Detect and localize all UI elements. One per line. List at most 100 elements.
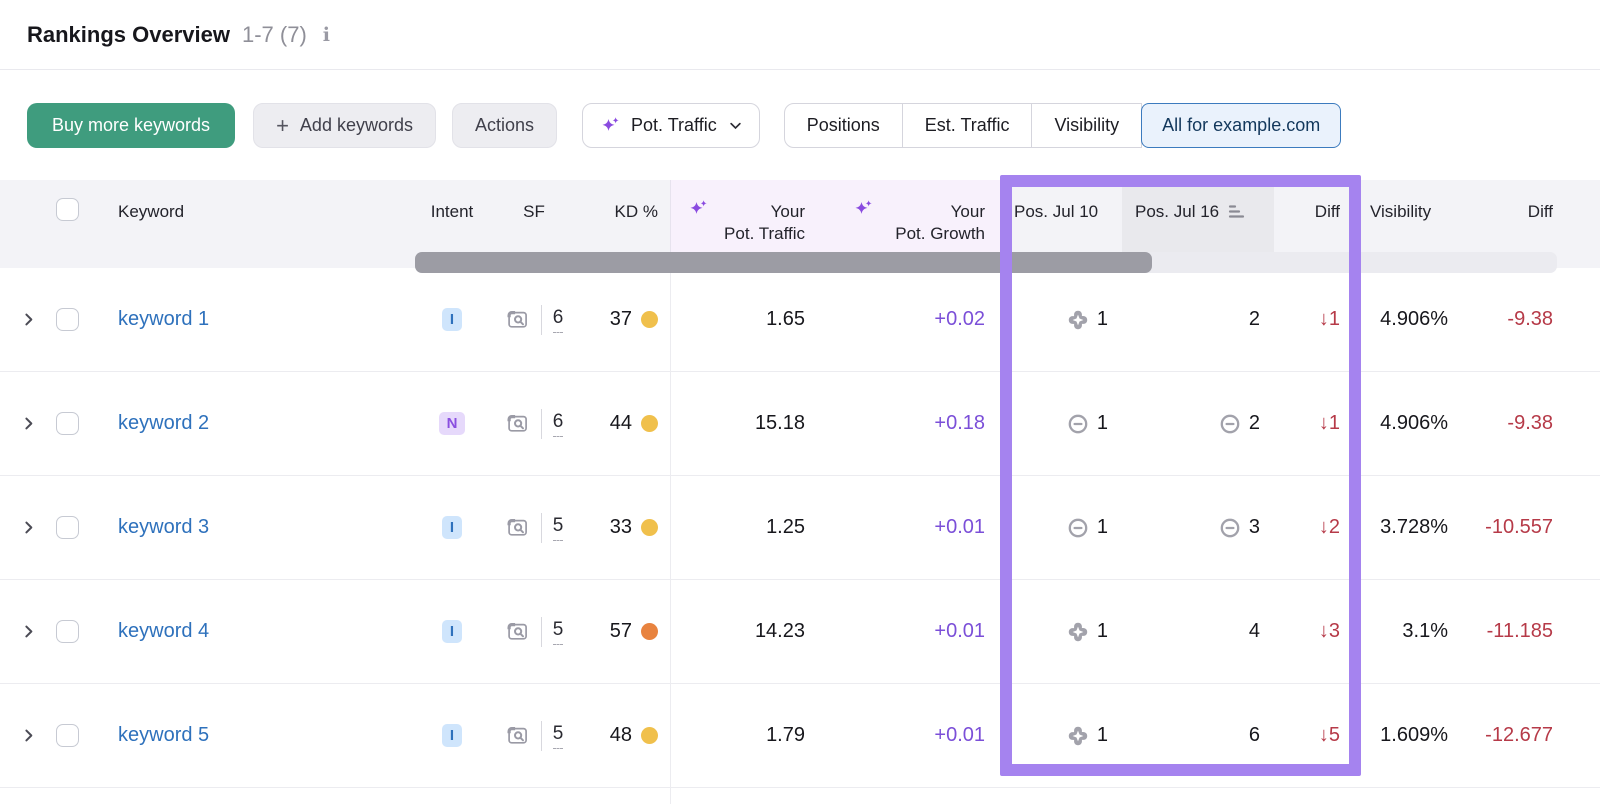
pot-traffic-cell: 1.65: [670, 268, 820, 371]
select-all-checkbox[interactable]: [56, 198, 79, 221]
row-filler-cell: [1560, 268, 1600, 371]
horizontal-scrollbar-thumb[interactable]: [415, 252, 1152, 273]
visibility-value: 4.906%: [1380, 308, 1448, 330]
divider: [540, 304, 542, 335]
pos-jul10-icon-slot: [1066, 620, 1090, 644]
visibility-diff: -12.677: [1485, 724, 1553, 746]
row-expander[interactable]: [0, 372, 56, 475]
serp-features-count[interactable]: 6: [552, 307, 564, 333]
table-row: keyword 4 I 5 57 14.23 +0.01 1 4 ↓3: [0, 580, 1600, 684]
ai-overview-icon: [1068, 310, 1088, 329]
page-title: Rankings Overview: [27, 21, 230, 47]
pos-jul16-cell: 4: [1122, 580, 1274, 683]
intent-badge[interactable]: I: [441, 308, 463, 331]
row-expander[interactable]: [0, 476, 56, 579]
col-header-diff-vis[interactable]: Diff: [1527, 202, 1553, 221]
serp-features-cell: 5: [484, 580, 584, 683]
row-expander[interactable]: [0, 268, 56, 371]
kd-difficulty-dot: [641, 727, 658, 744]
header-expander-cell: [0, 180, 56, 268]
row-checkbox[interactable]: [56, 620, 79, 643]
header-filler-cell: [1560, 180, 1600, 268]
col-header-keyword[interactable]: Keyword: [118, 202, 185, 221]
pos-jul16-value: 4: [1248, 620, 1260, 642]
buy-more-keywords-button[interactable]: Buy more keywords: [27, 103, 236, 148]
chevron-right-icon: [24, 417, 32, 430]
serp-features-icon: [507, 310, 528, 328]
intent-badge[interactable]: I: [441, 516, 463, 539]
view-tabs: Positions Est. Traffic Visibility All for e…: [783, 103, 1342, 148]
chevron-right-icon: [24, 521, 32, 534]
chevron-down-icon: [730, 122, 741, 130]
ai-sparkle-icon: [690, 200, 707, 214]
metric-dropdown-label: Pot. Traffic: [631, 115, 717, 135]
actions-button[interactable]: Actions: [451, 103, 558, 148]
kd-value: 57: [609, 620, 632, 642]
serp-features-icon: [507, 518, 528, 536]
tab-all-for-example-com[interactable]: All for example.com: [1141, 103, 1342, 148]
serp-features-cell: 5: [484, 476, 584, 579]
pos-jul10-value: 1: [1096, 620, 1108, 642]
col-header-diff-pos[interactable]: Diff: [1314, 202, 1340, 221]
info-icon[interactable]: i: [322, 23, 330, 46]
row-checkbox[interactable]: [56, 724, 79, 747]
kd-difficulty-dot: [641, 311, 658, 328]
serp-features-icon: [507, 726, 528, 744]
pot-traffic-cell: 15.18: [670, 372, 820, 475]
pos-jul10-value: 1: [1096, 516, 1108, 538]
tab-positions[interactable]: Positions: [783, 103, 903, 148]
visibility-diff: -11.185: [1486, 620, 1553, 642]
serp-features-icon: [507, 622, 528, 640]
pot-growth-cell: +0.01: [934, 724, 985, 746]
sitelink-icon: [1220, 518, 1240, 537]
row-checkbox[interactable]: [56, 308, 79, 331]
tab-visibility[interactable]: Visibility: [1031, 103, 1143, 148]
intent-badge[interactable]: I: [441, 620, 463, 643]
keyword-link[interactable]: keyword 5: [118, 724, 210, 746]
pos-jul10-value: 1: [1096, 308, 1108, 330]
col-header-pos-jul10[interactable]: Pos. Jul 10: [1014, 202, 1099, 221]
serp-features-count[interactable]: 5: [552, 723, 564, 749]
col-header-visibility[interactable]: Visibility: [1370, 202, 1432, 221]
keyword-link[interactable]: keyword 1: [118, 308, 210, 330]
title-bar: Rankings Overview 1-7 (7) i: [0, 0, 1600, 70]
tab-est-traffic[interactable]: Est. Traffic: [901, 103, 1033, 148]
add-keywords-button[interactable]: + Add keywords: [253, 103, 436, 148]
col-header-sf[interactable]: SF: [523, 202, 545, 221]
row-filler-cell: [1560, 684, 1600, 787]
kd-value: 33: [609, 516, 632, 538]
ai-overview-icon: [1068, 726, 1088, 745]
intent-badge[interactable]: I: [441, 724, 463, 747]
pos-jul16-value: 2: [1248, 412, 1260, 434]
metric-dropdown[interactable]: Pot. Traffic: [582, 103, 760, 148]
kd-difficulty-dot: [641, 519, 658, 536]
pot-traffic-cell: 14.23: [670, 580, 820, 683]
kd-difficulty-dot: [641, 623, 658, 640]
pos-jul10-value: 1: [1096, 412, 1108, 434]
serp-features-count[interactable]: 5: [552, 619, 564, 645]
pos-jul10-cell: 1: [1000, 476, 1122, 579]
pos-jul10-icon-slot: [1066, 516, 1090, 540]
visibility-diff: -10.557: [1485, 516, 1553, 538]
row-checkbox[interactable]: [56, 412, 79, 435]
chevron-right-icon: [24, 625, 32, 638]
pos-jul16-cell: 2: [1122, 372, 1274, 475]
row-expander[interactable]: [0, 580, 56, 683]
row-expander[interactable]: [0, 684, 56, 787]
pos-jul10-icon-slot: [1066, 724, 1090, 748]
keyword-link[interactable]: keyword 2: [118, 412, 210, 434]
position-diff: ↓1: [1318, 308, 1340, 330]
position-diff: ↓3: [1318, 620, 1340, 642]
serp-features-count[interactable]: 6: [552, 411, 564, 437]
pos-jul16-value: 3: [1248, 516, 1260, 538]
table-header-row: Keyword Intent SF KD % Your Pot. Traffic …: [0, 180, 1600, 273]
keyword-link[interactable]: keyword 4: [118, 620, 210, 642]
col-header-intent[interactable]: Intent: [430, 202, 474, 221]
divider: [540, 616, 542, 647]
serp-features-count[interactable]: 5: [552, 515, 564, 541]
keyword-link[interactable]: keyword 3: [118, 516, 210, 538]
intent-badge[interactable]: N: [438, 412, 466, 435]
col-header-kd[interactable]: KD %: [614, 202, 658, 221]
row-checkbox[interactable]: [56, 516, 79, 539]
